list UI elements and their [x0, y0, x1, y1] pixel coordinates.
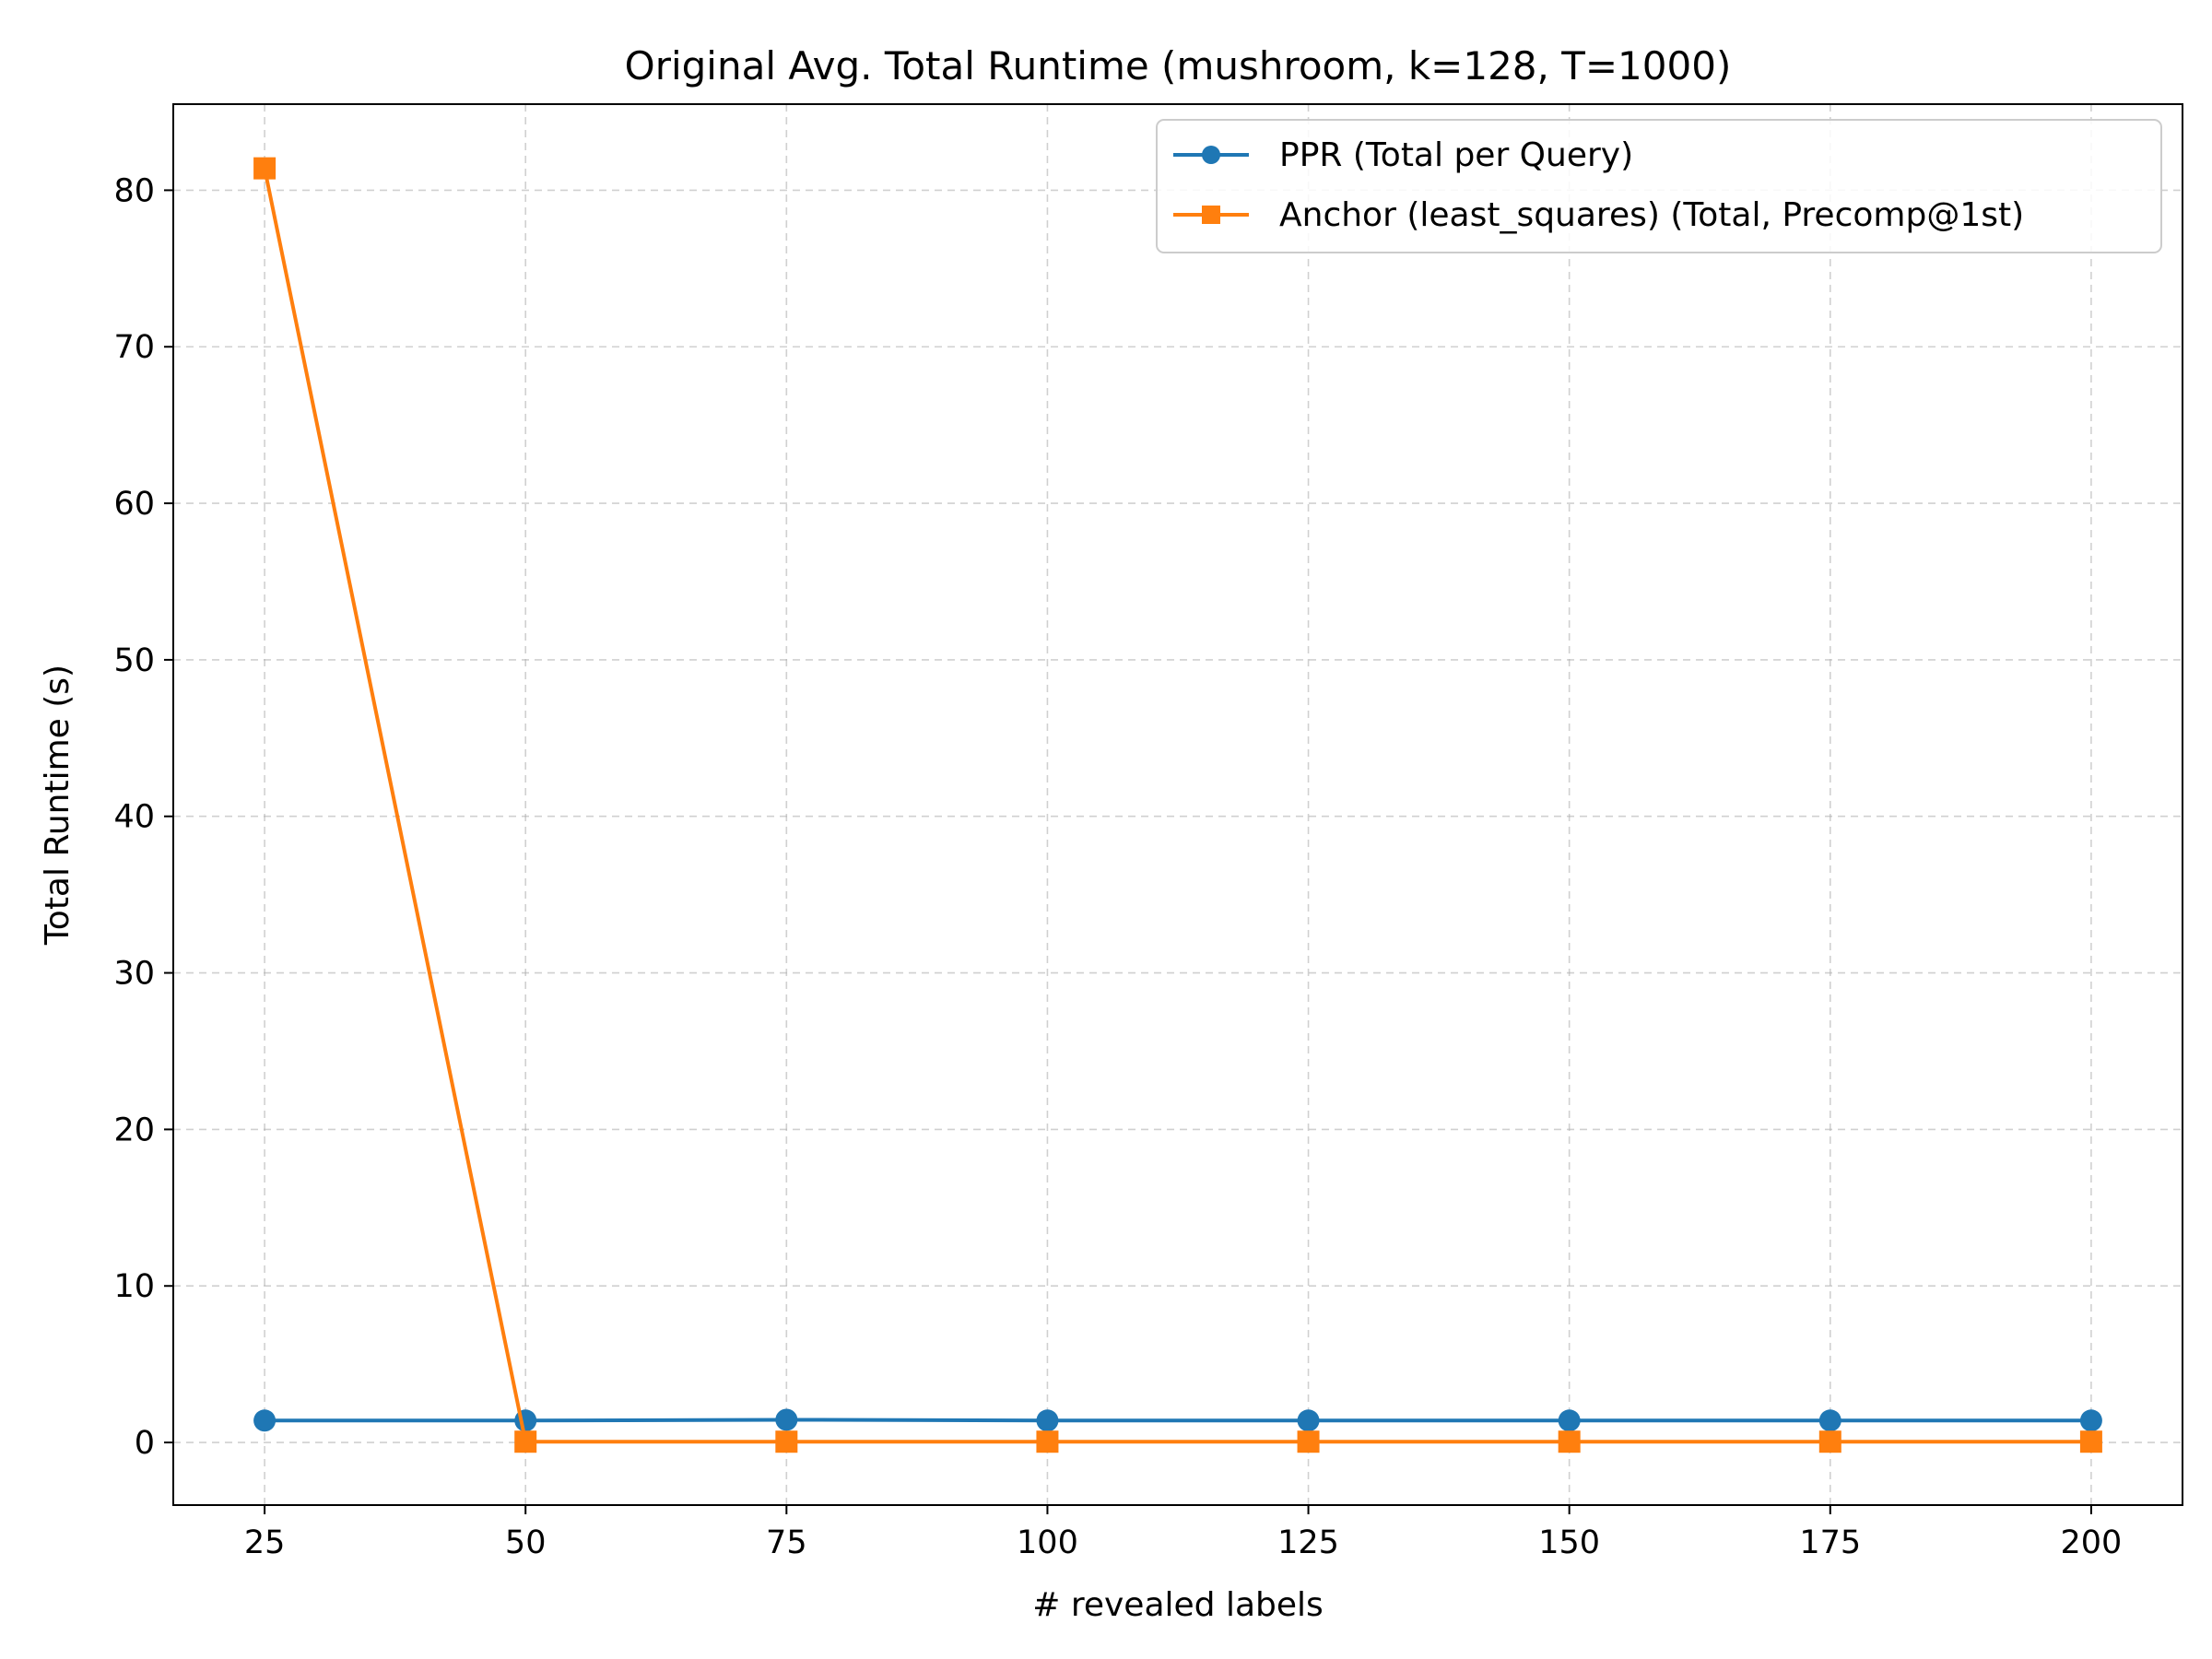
anchor-data-point	[1297, 1430, 1320, 1453]
y-tick-label: 80	[113, 172, 155, 209]
x-tick-label: 175	[1799, 1524, 1861, 1561]
legend-marker-ppr	[1202, 146, 1220, 164]
y-tick-label: 60	[113, 486, 155, 523]
x-tick-label: 100	[1017, 1524, 1078, 1561]
legend-label-anchor: Anchor (least_squares) (Total, Precomp@1…	[1279, 196, 2024, 234]
x-axis-label: # revealed labels	[1032, 1586, 1324, 1624]
ppr-data-point	[775, 1408, 798, 1431]
y-tick-label: 10	[113, 1268, 155, 1305]
legend-marker-anchor	[1202, 206, 1220, 224]
legend-label-ppr: PPR (Total per Query)	[1279, 136, 1633, 174]
ppr-data-point	[1036, 1409, 1059, 1432]
x-tick-label: 150	[1538, 1524, 1600, 1561]
chart-title: Original Avg. Total Runtime (mushroom, k…	[625, 43, 1732, 88]
x-tick-label: 75	[766, 1524, 807, 1561]
anchor-data-point	[1558, 1430, 1581, 1453]
y-tick-label: 20	[113, 1112, 155, 1148]
ppr-data-point	[1297, 1409, 1320, 1432]
legend-box	[1156, 119, 2162, 253]
y-tick-label: 50	[113, 642, 155, 679]
anchor-data-point	[1818, 1430, 1841, 1453]
axis-layer: 25 50 75 100 125 150 175 200 0 10 20 30 40 50 60 70 80	[113, 172, 2122, 1561]
y-tick-label: 70	[113, 329, 155, 366]
ppr-data-point	[2079, 1409, 2102, 1432]
x-tick-label: 125	[1277, 1524, 1339, 1561]
anchor-data-point	[514, 1430, 537, 1453]
series-line-anchor	[263, 168, 2091, 1444]
anchor-data-point	[253, 157, 276, 180]
y-tick-label: 30	[113, 956, 155, 993]
series-layer	[253, 157, 2102, 1453]
x-tick-label: 25	[244, 1524, 286, 1561]
anchor-data-point	[775, 1430, 798, 1453]
ppr-data-point	[253, 1409, 276, 1432]
legend: PPR (Total per Query) Anchor (least_squa…	[1156, 119, 2162, 253]
y-tick-label: 0	[135, 1425, 155, 1462]
x-tick-label: 50	[505, 1524, 547, 1561]
grid-layer	[173, 104, 2183, 1505]
anchor-data-point	[1036, 1430, 1059, 1453]
series-line-ppr	[265, 1418, 2091, 1423]
y-tick-label: 40	[113, 799, 155, 836]
ppr-data-point	[1558, 1409, 1581, 1432]
x-tick-label: 200	[2061, 1524, 2123, 1561]
anchor-data-point	[2079, 1430, 2102, 1453]
y-axis-label: Total Runtime (s)	[39, 665, 76, 946]
ppr-data-point	[1818, 1409, 1841, 1432]
plot-area-frame	[172, 103, 2183, 1506]
